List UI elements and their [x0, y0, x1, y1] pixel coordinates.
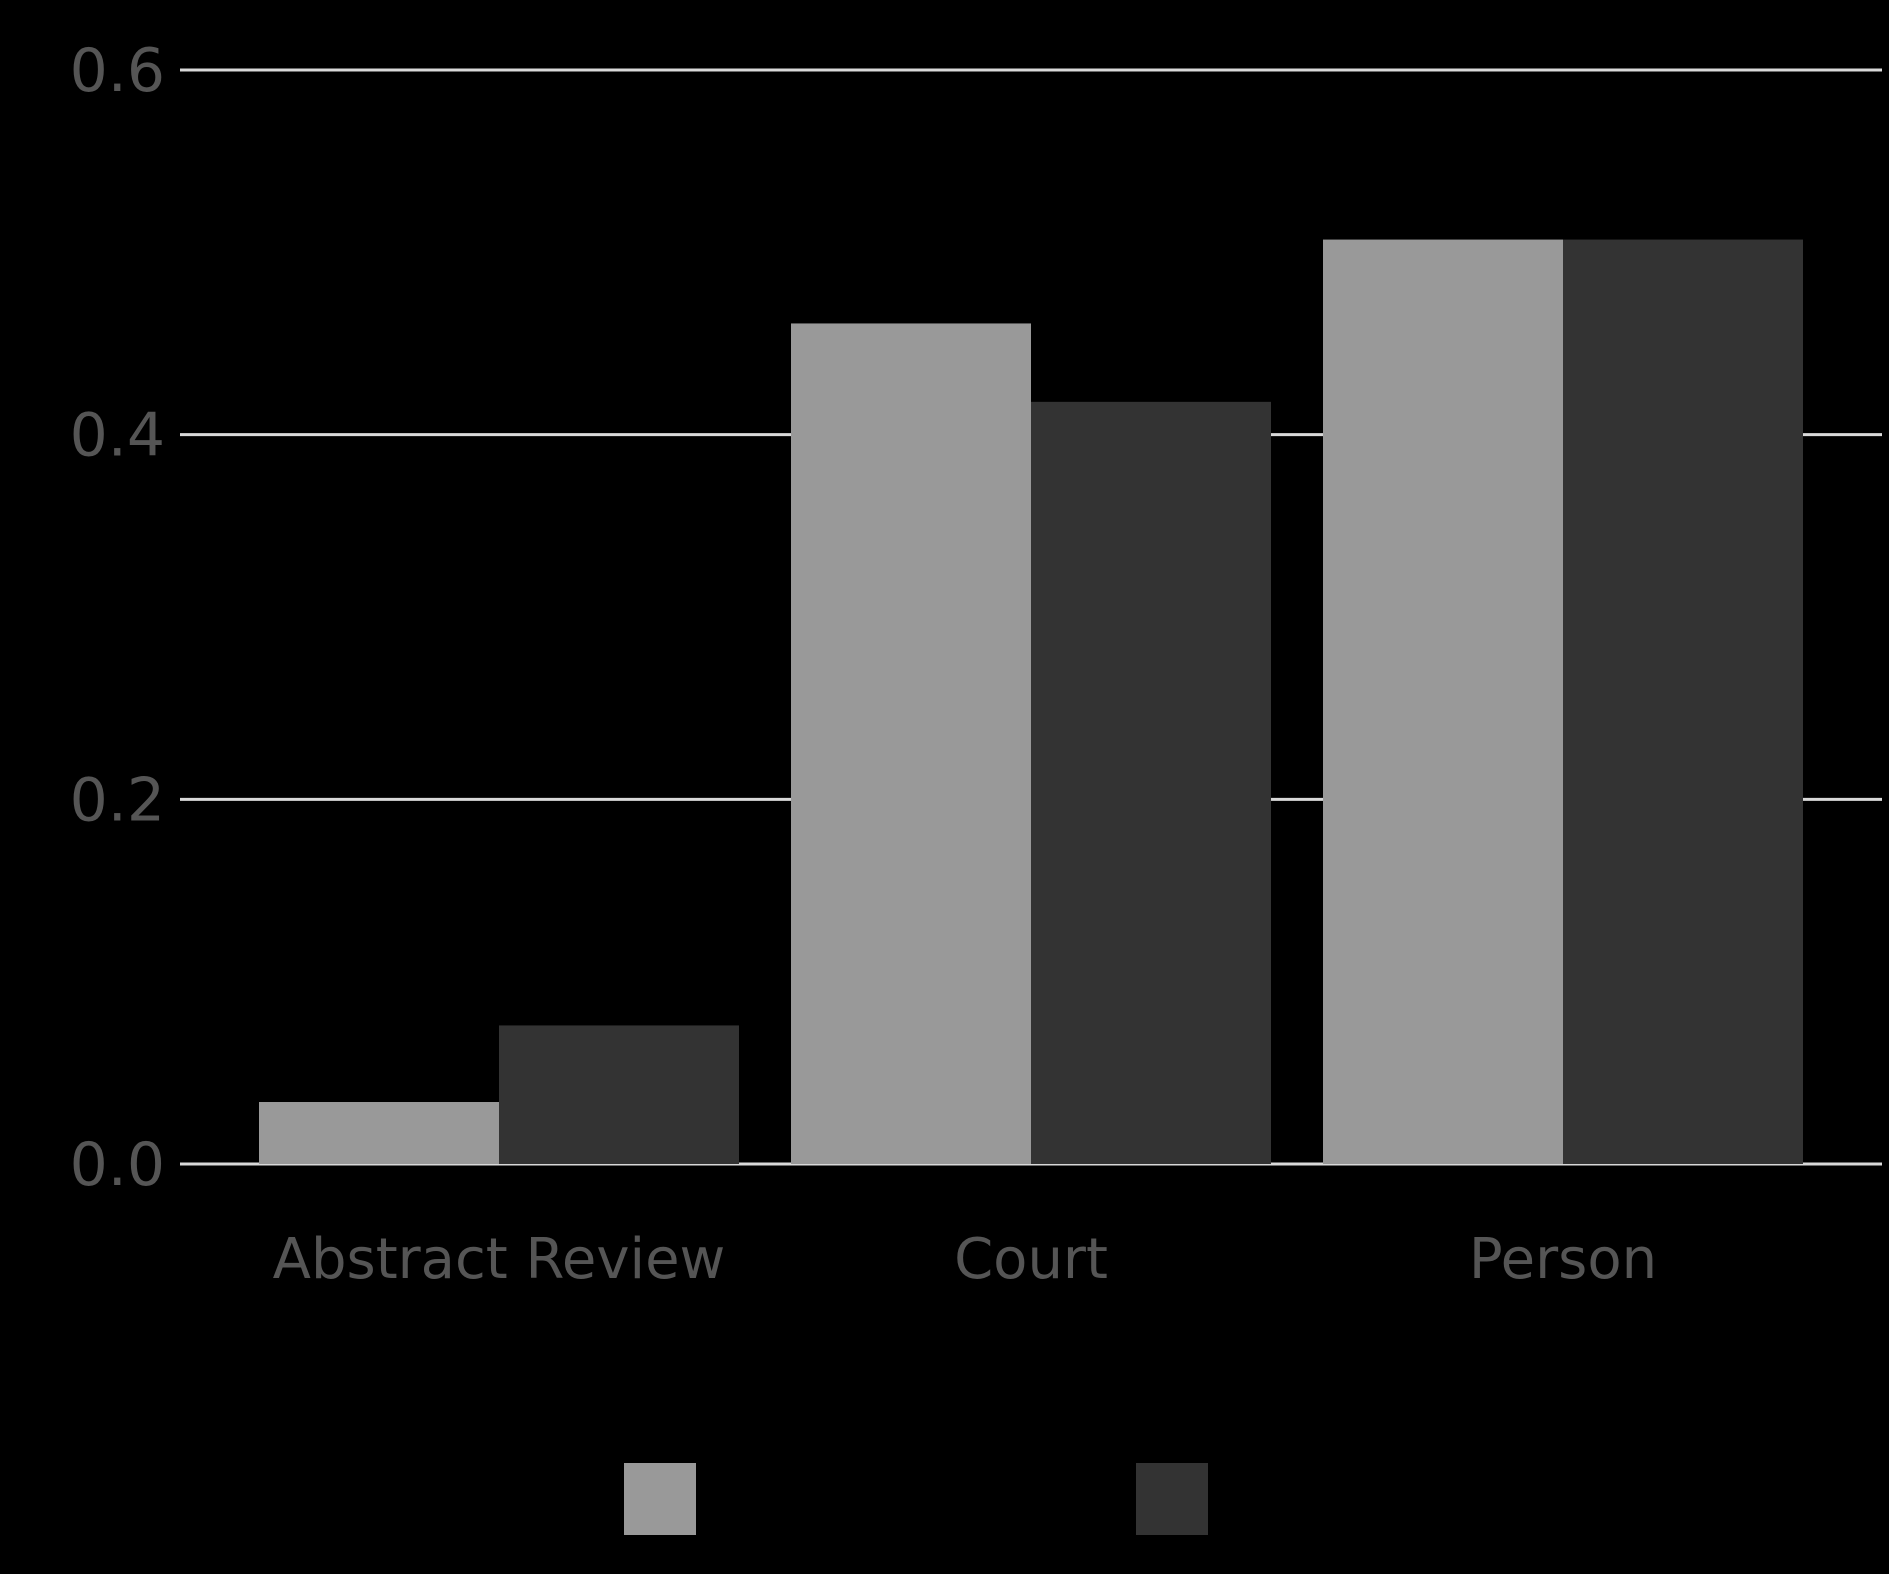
bars: [259, 239, 1803, 1164]
bar-series-2-person: [1563, 239, 1803, 1164]
legend: [624, 1463, 1208, 1535]
bar-series-2-abstract-review: [499, 1025, 739, 1164]
y-tick-label: 0.0: [70, 1130, 165, 1200]
y-tick-label: 0.2: [70, 765, 165, 835]
bar-series-1-abstract-review: [259, 1102, 499, 1164]
x-category-label: Abstract Review: [273, 1227, 726, 1292]
y-axis-ticks: 0.0 0.2 0.4 0.6: [70, 36, 165, 1200]
legend-swatch-series-1: [624, 1463, 696, 1535]
y-tick-label: 0.6: [70, 36, 165, 106]
x-category-label: Person: [1469, 1227, 1657, 1292]
bar-series-2-court: [1031, 401, 1271, 1164]
legend-swatch-series-2: [1136, 1463, 1208, 1535]
bar-series-1-court: [791, 323, 1031, 1164]
bar-series-1-person: [1323, 239, 1563, 1164]
y-tick-label: 0.4: [70, 401, 165, 471]
x-category-label: Court: [954, 1227, 1108, 1292]
x-axis-categories: Abstract Review Court Person: [273, 1227, 1657, 1292]
